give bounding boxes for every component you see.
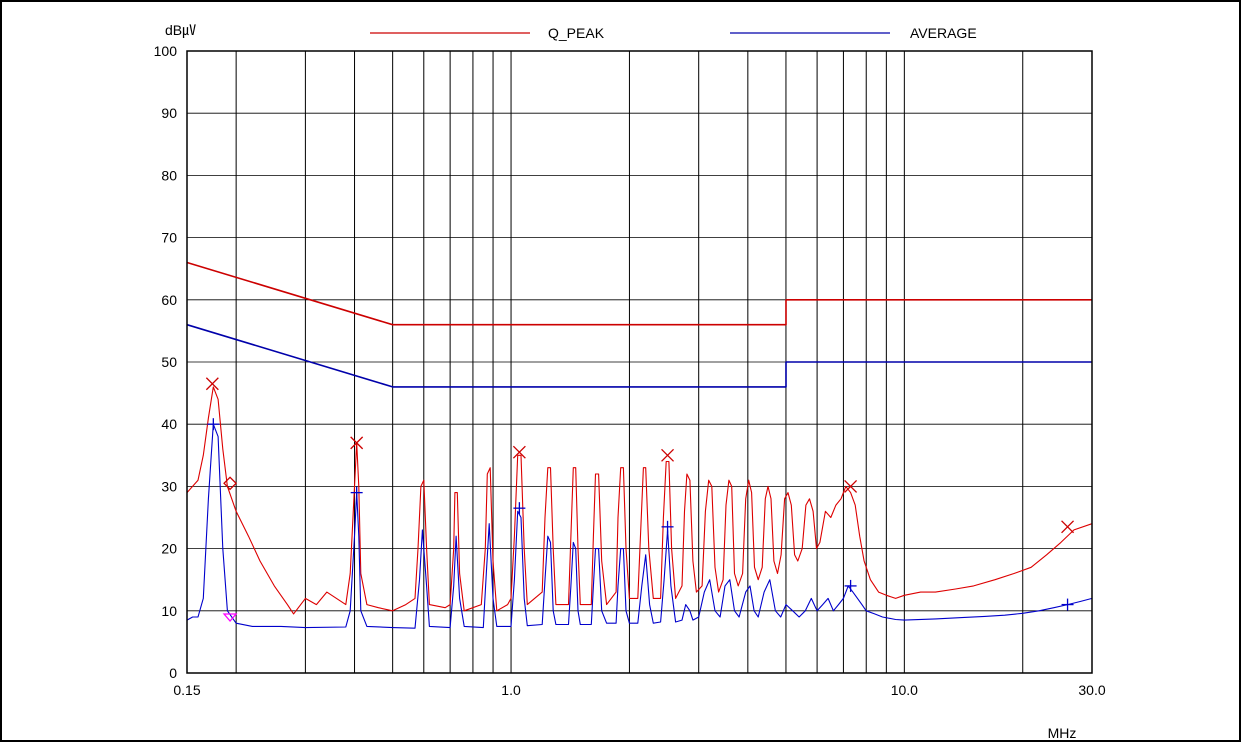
y-tick-label: 30	[161, 478, 177, 494]
y-tick-labels: 0 10 20 30 40 50 60 70 80 90 100	[154, 43, 178, 681]
marker-q-peak-x	[350, 436, 364, 450]
y-tick-label: 60	[161, 292, 177, 308]
plot-area-frame	[186, 50, 1093, 674]
legend-label-average: AVERAGE	[910, 25, 977, 41]
y-tick-label: 40	[161, 416, 177, 432]
marker-average-plus	[1061, 598, 1074, 611]
y-tick-label: 50	[161, 354, 177, 370]
series-lines	[186, 261, 1093, 629]
marker-shape	[222, 613, 238, 623]
marker-average-plus	[513, 502, 526, 515]
marker-stroke	[844, 479, 858, 493]
y-axis-label: dB㎶	[165, 22, 196, 39]
y-tick-label: 100	[154, 43, 178, 59]
marker-average-triangle	[222, 613, 238, 623]
marker-stroke	[512, 445, 526, 459]
marker-average-plus	[350, 486, 363, 499]
legend-label-q-peak: Q_PEAK	[548, 25, 605, 41]
marker-stroke	[350, 436, 364, 450]
series-line-average-limit	[186, 323, 1092, 388]
series-line-q-peak-trace	[186, 386, 1093, 615]
marker-stroke	[1061, 520, 1075, 534]
marker-stroke	[205, 377, 219, 391]
legend: Q_PEAK AVERAGE	[370, 25, 977, 41]
y-tick-label: 80	[161, 167, 177, 183]
y-tick-label: 70	[161, 230, 177, 246]
marker-average-plus	[207, 418, 220, 431]
series-line-average-trace	[186, 423, 1093, 629]
y-tick-label: 20	[161, 541, 177, 557]
marker-q-peak-x	[844, 479, 858, 493]
x-tick-labels: 0.15 1.0 10.0 30.0	[173, 682, 1105, 698]
series-line-q-peak-limit	[186, 261, 1092, 326]
x-axis-label: MHz	[1048, 725, 1077, 741]
marker-q-peak-x	[661, 448, 675, 462]
x-tick-label: 0.15	[173, 682, 200, 698]
marker-q-peak-x	[512, 445, 526, 459]
x-tick-label: 1.0	[501, 682, 521, 698]
marker-q-peak-diamond	[223, 476, 237, 491]
y-tick-label: 10	[161, 603, 177, 619]
marker-q-peak-x	[1061, 520, 1075, 534]
y-tick-label: 90	[161, 105, 177, 121]
marker-q-peak-x	[205, 377, 219, 391]
marker-stroke	[661, 448, 675, 462]
peak-markers	[205, 377, 1075, 623]
x-tick-label: 30.0	[1078, 682, 1105, 698]
marker-shape	[223, 476, 237, 491]
marker-average-plus	[844, 579, 857, 592]
y-tick-label: 0	[169, 665, 177, 681]
marker-average-plus	[661, 520, 674, 533]
x-tick-label: 10.0	[891, 682, 918, 698]
